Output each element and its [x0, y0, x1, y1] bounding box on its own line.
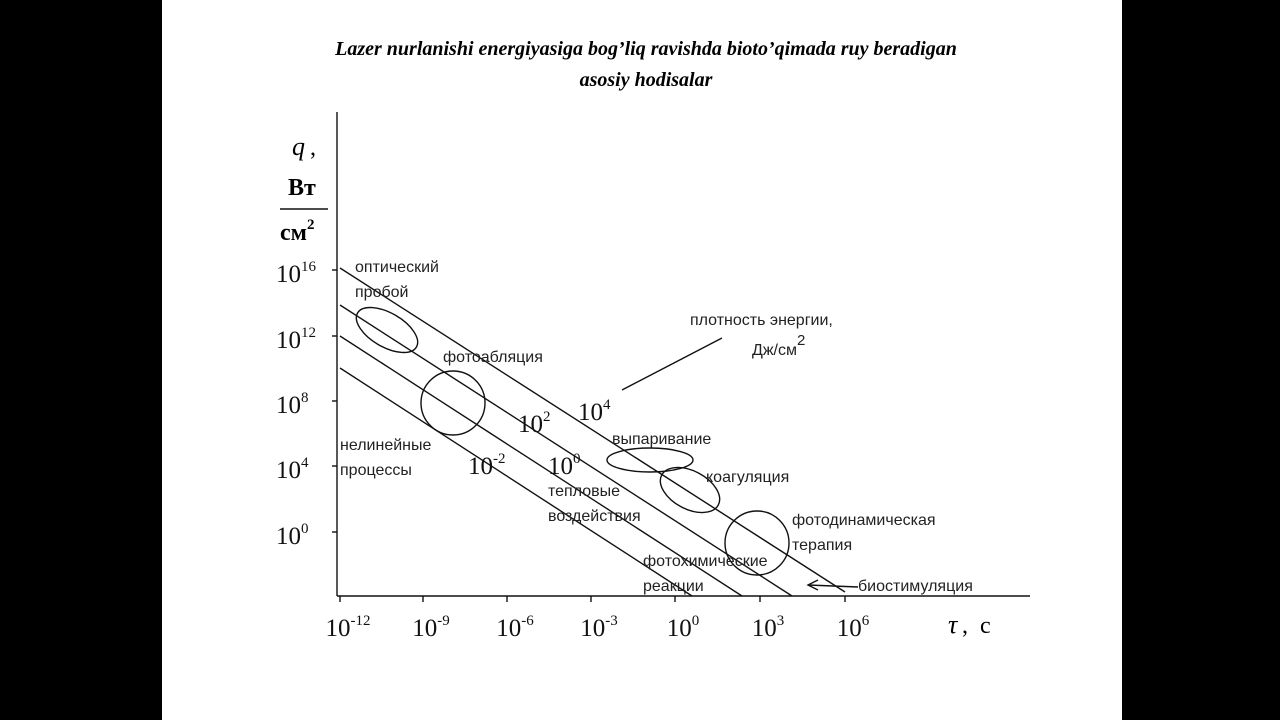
region-label: фотохимические — [643, 553, 768, 570]
x-axis-separator: , — [962, 613, 968, 639]
base: 10 — [276, 261, 301, 288]
power-label: 106 — [837, 613, 870, 642]
regions — [355, 306, 790, 576]
power-label: 10-12 — [326, 613, 371, 642]
exponent: -3 — [605, 613, 618, 629]
region-label: пробой — [355, 284, 408, 301]
exponent: 2 — [797, 332, 805, 349]
power-label: 10-6 — [496, 613, 534, 642]
y-axis-separator: , — [310, 135, 316, 161]
exponent: -6 — [521, 613, 534, 629]
exponent: -2 — [493, 451, 506, 467]
power-label: 102 — [518, 409, 551, 438]
power-label: 104 — [276, 455, 309, 484]
title: Lazer nurlanishi energiyasiga bog’liq ra… — [334, 38, 957, 60]
base: 10 — [578, 399, 603, 426]
exponent: 4 — [603, 397, 611, 413]
power-label: 100 — [276, 521, 309, 550]
power-label: 104 — [578, 397, 611, 426]
exponent: -12 — [351, 613, 371, 629]
base: 10 — [276, 457, 301, 484]
exponent: 3 — [777, 613, 785, 629]
arrow — [807, 584, 859, 588]
exponent: 16 — [301, 259, 317, 275]
base: 10 — [326, 615, 351, 642]
base: 10 — [276, 523, 301, 550]
power-label: 108 — [276, 390, 309, 419]
y-axis-denominator: см2 — [280, 217, 315, 246]
region — [659, 466, 721, 514]
x-axis-unit: с — [980, 613, 991, 639]
power-label: 103 — [752, 613, 785, 642]
region — [606, 447, 694, 473]
energy-line — [339, 267, 846, 593]
base: 10 — [580, 615, 605, 642]
region-label: фотоабляция — [443, 349, 543, 366]
exponent: 6 — [862, 613, 870, 629]
base: 10 — [468, 453, 493, 480]
exponent: 2 — [543, 409, 551, 425]
power-label: 100 — [548, 451, 581, 480]
base: 10 — [276, 327, 301, 354]
region — [420, 370, 486, 436]
region-label: тепловые — [548, 483, 620, 500]
exponent: -9 — [437, 613, 450, 629]
power-label: 10-9 — [412, 613, 450, 642]
x-axis-symbol: τ — [948, 610, 959, 639]
power-label: 10-3 — [580, 613, 618, 642]
region-label: выпаривание — [612, 431, 711, 448]
slide-background — [162, 0, 1122, 720]
axes — [336, 112, 1030, 597]
region-label: коагуляция — [706, 469, 789, 486]
region-label: фотодинамическая — [792, 512, 936, 529]
region-label: реакции — [643, 578, 704, 595]
power-label: 1012 — [276, 325, 316, 354]
base: 10 — [276, 392, 301, 419]
power-label: 10-2 — [468, 451, 506, 480]
base: 10 — [548, 453, 573, 480]
base: 10 — [667, 615, 692, 642]
region-label: воздействия — [548, 508, 641, 525]
exponent: 12 — [301, 325, 316, 341]
region-label: оптический — [355, 259, 439, 276]
exponent: 4 — [301, 455, 309, 471]
power-label: 100 — [667, 613, 700, 642]
y-axis-numerator: Вт — [288, 175, 316, 201]
energy-line — [339, 367, 693, 597]
region-label: терапия — [792, 537, 852, 554]
arrow-head — [806, 579, 819, 591]
title: asosiy hodisalar — [580, 69, 713, 91]
exponent: 0 — [692, 613, 700, 629]
energy-label: плотность энергии, — [690, 312, 833, 329]
exponent: 0 — [301, 521, 309, 537]
region — [355, 306, 419, 354]
region-label: процессы — [340, 462, 412, 479]
y-axis-symbol: q — [292, 132, 305, 161]
energy-line — [339, 304, 793, 597]
base: 10 — [412, 615, 437, 642]
energy-label: Дж/см2 — [752, 332, 805, 359]
energy-lines — [339, 267, 859, 597]
region-label: биостимуляция — [858, 578, 973, 595]
region — [724, 510, 790, 576]
unit: Дж/см — [752, 342, 797, 359]
base: 10 — [837, 615, 862, 642]
region-label: нелинейные — [340, 437, 431, 454]
power-label: 1016 — [276, 259, 317, 288]
exponent: 2 — [307, 217, 315, 233]
energy-line — [339, 335, 743, 597]
exponent: 0 — [573, 451, 581, 467]
base: 10 — [518, 411, 543, 438]
unit: см — [280, 220, 307, 246]
exponent: 8 — [301, 390, 309, 406]
base: 10 — [752, 615, 777, 642]
base: 10 — [496, 615, 521, 642]
pointer — [621, 337, 723, 391]
